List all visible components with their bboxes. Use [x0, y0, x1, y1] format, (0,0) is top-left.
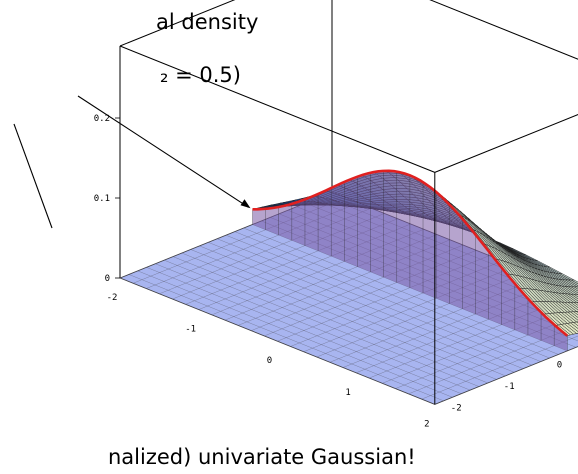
- annotation-top-line2: ₂ = 0.5): [160, 63, 241, 87]
- x1-tick-label: -2: [107, 293, 118, 303]
- z-tick-label: 0: [105, 274, 110, 284]
- slice-fill: [252, 169, 569, 351]
- box-front-edge: [119, 45, 435, 173]
- plane-grid-line: [434, 346, 578, 405]
- bounding-box-back: [119, 0, 578, 278]
- x1-tick-label: 2: [424, 419, 429, 429]
- bounding-box-front: [119, 45, 578, 405]
- plane-grid-line: [408, 325, 578, 395]
- box-back-edge: [429, 0, 578, 60]
- slice-curve: [252, 169, 569, 337]
- annotation-arrow: [77, 95, 249, 208]
- box-front-edge: [434, 114, 578, 173]
- x2-tick-label: -2: [451, 403, 462, 413]
- box-back-edge: [119, 0, 236, 47]
- z-tick-label: 0.1: [94, 194, 110, 204]
- annotation-arrowhead: [240, 199, 251, 209]
- x2-tick-label: 0: [557, 361, 562, 371]
- x1-tick-label: -1: [185, 325, 196, 335]
- annotation-bottom: nalized) univariate Gaussian!: [108, 445, 416, 469]
- annotation-top-line1: al density: [156, 10, 259, 34]
- x1-tick-label: 1: [345, 388, 350, 398]
- x2-tick-label: -1: [504, 382, 515, 392]
- annotation-arrows: [13, 95, 251, 229]
- z-tick-label: 0.2: [94, 114, 110, 124]
- plane-grid-line: [421, 335, 578, 400]
- x1-tick-label: 0: [267, 356, 272, 366]
- annotation-arrow-secondary: [13, 123, 53, 229]
